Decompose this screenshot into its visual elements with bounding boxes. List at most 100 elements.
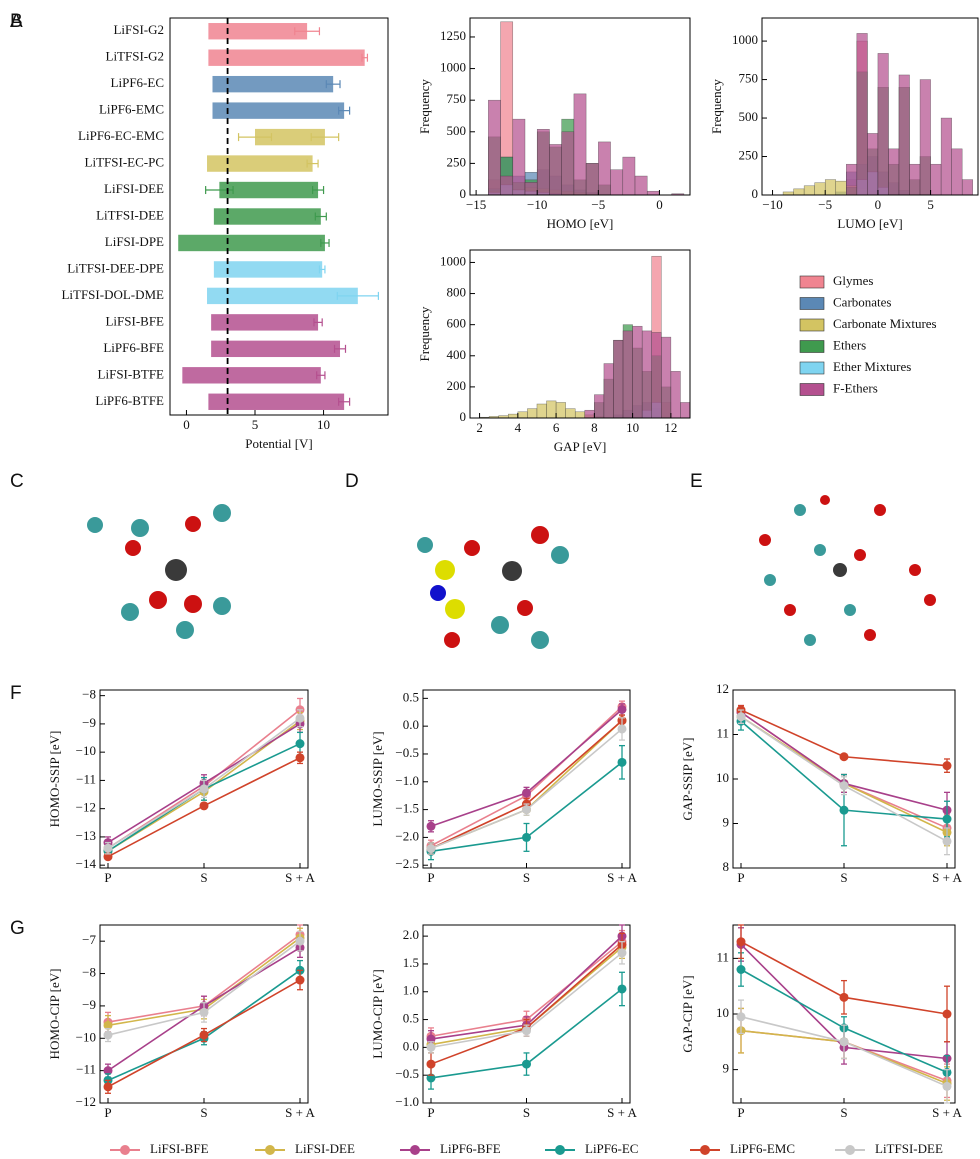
y-tick-label: 10 bbox=[716, 1005, 729, 1020]
legend-label: Glymes bbox=[833, 273, 873, 288]
atom bbox=[820, 495, 830, 505]
atom bbox=[176, 621, 194, 639]
histogram-bar bbox=[888, 149, 899, 195]
panel-e-molecule: E bbox=[690, 471, 936, 646]
atom bbox=[874, 504, 886, 516]
x-tick-label: 2 bbox=[476, 420, 483, 435]
panel-label: G bbox=[10, 918, 25, 939]
x-tick-label: S bbox=[523, 870, 530, 885]
histogram-bar bbox=[508, 414, 518, 418]
atom bbox=[909, 564, 921, 576]
range-bar bbox=[178, 235, 325, 251]
atom bbox=[844, 604, 856, 616]
y-axis-label: GAP-CIP [eV] bbox=[680, 975, 695, 1052]
legend-label: LiPF6-EC bbox=[585, 1141, 638, 1156]
atom bbox=[213, 597, 231, 615]
x-tick-label: 6 bbox=[553, 420, 560, 435]
histogram-bar bbox=[899, 75, 910, 195]
data-point bbox=[737, 712, 746, 721]
panel-d-molecule: D bbox=[345, 471, 569, 649]
data-point bbox=[737, 937, 746, 946]
y-tick-label: −2.5 bbox=[395, 856, 419, 871]
histogram-bar bbox=[604, 364, 614, 418]
y-tick-label: −0.5 bbox=[395, 1066, 419, 1081]
histogram-bar bbox=[527, 409, 537, 418]
category-label: LiFSI-BFE bbox=[105, 313, 164, 328]
legend-label: LiFSI-DEE bbox=[295, 1141, 355, 1156]
atom bbox=[131, 519, 149, 537]
legend-marker bbox=[265, 1145, 275, 1155]
histogram-bar bbox=[671, 371, 681, 418]
histogram-bar bbox=[594, 395, 604, 418]
y-tick-label: 11 bbox=[716, 949, 729, 964]
histogram-bar bbox=[501, 176, 513, 195]
legend-swatch bbox=[800, 276, 824, 288]
x-tick-label: S bbox=[840, 1105, 847, 1120]
y-tick-label: 500 bbox=[739, 109, 759, 124]
histogram-bar bbox=[815, 183, 826, 195]
legend-swatch bbox=[800, 298, 824, 310]
data-point bbox=[200, 801, 209, 810]
atom bbox=[445, 599, 465, 619]
legend-marker bbox=[845, 1145, 855, 1155]
x-tick-label: S bbox=[523, 1105, 530, 1120]
data-point bbox=[840, 1037, 849, 1046]
data-point bbox=[618, 984, 627, 993]
atom bbox=[517, 600, 533, 616]
x-tick-label: 5 bbox=[927, 197, 934, 212]
y-tick-label: 1.5 bbox=[403, 955, 419, 970]
data-point bbox=[522, 788, 531, 797]
legend-label: LiPF6-BFE bbox=[440, 1141, 501, 1156]
series-line bbox=[108, 970, 300, 1080]
atom bbox=[531, 631, 549, 649]
atom bbox=[464, 540, 480, 556]
histogram-bar bbox=[586, 163, 598, 195]
histogram-bar bbox=[488, 100, 500, 195]
panel-label: E bbox=[690, 471, 703, 492]
atom bbox=[149, 591, 167, 609]
data-point bbox=[200, 1031, 209, 1040]
data-point bbox=[840, 806, 849, 815]
y-tick-label: −9 bbox=[82, 715, 96, 730]
panel-label: B bbox=[10, 11, 23, 32]
range-bar bbox=[213, 102, 345, 118]
histogram-bar bbox=[566, 409, 576, 418]
range-bar bbox=[207, 155, 313, 171]
category-label: LiPF6-EC bbox=[111, 75, 164, 90]
data-point bbox=[427, 844, 436, 853]
histogram-bar bbox=[585, 410, 595, 418]
x-tick-label: S + A bbox=[932, 1105, 962, 1120]
histogram-bar bbox=[857, 33, 868, 195]
atom bbox=[444, 632, 460, 648]
histogram-bar bbox=[547, 401, 557, 418]
x-tick-label: P bbox=[427, 870, 434, 885]
data-point bbox=[618, 758, 627, 767]
data-point bbox=[943, 1082, 952, 1091]
category-label: LiFSI-G2 bbox=[113, 22, 164, 37]
x-tick-label: −5 bbox=[818, 197, 832, 212]
y-tick-label: 800 bbox=[447, 285, 467, 300]
y-axis-label: GAP-SSIP [eV] bbox=[680, 738, 695, 821]
x-tick-label: S + A bbox=[607, 1105, 637, 1120]
data-point bbox=[296, 714, 305, 723]
data-point bbox=[522, 1026, 531, 1035]
data-point bbox=[943, 815, 952, 824]
legend-marker bbox=[120, 1145, 130, 1155]
histogram-bar bbox=[836, 181, 847, 195]
x-tick-label: S bbox=[840, 870, 847, 885]
atom bbox=[430, 585, 446, 601]
atom bbox=[165, 559, 187, 581]
legend-label: Ether Mixtures bbox=[833, 359, 911, 374]
y-tick-label: 0.5 bbox=[403, 1011, 419, 1026]
histogram-bar bbox=[574, 94, 586, 195]
histogram-bar bbox=[623, 331, 633, 418]
y-tick-label: −11 bbox=[76, 771, 96, 786]
data-point bbox=[427, 1060, 436, 1069]
y-axis-label: LUMO-SSIP [eV] bbox=[370, 731, 385, 826]
range-bar bbox=[208, 23, 307, 39]
y-tick-label: −10 bbox=[76, 743, 96, 758]
histogram-bar bbox=[846, 164, 857, 195]
y-tick-label: −8 bbox=[82, 687, 96, 702]
histogram-bar bbox=[642, 331, 652, 418]
y-tick-label: 600 bbox=[447, 316, 467, 331]
